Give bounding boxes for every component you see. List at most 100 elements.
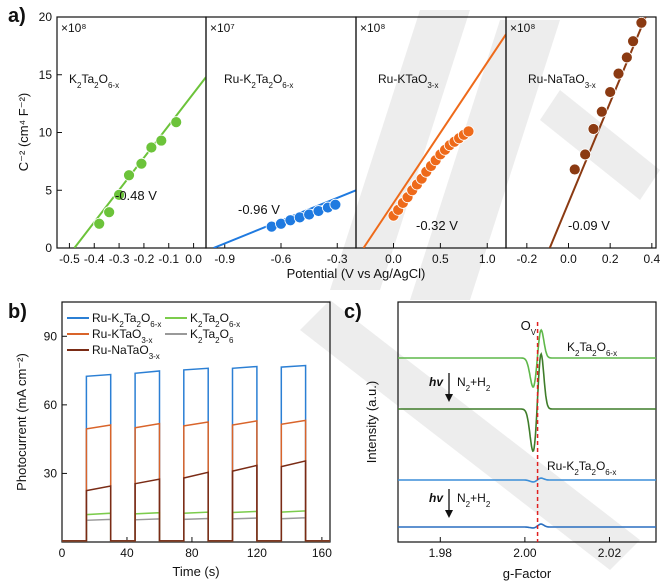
subscript: 2 [198,320,203,329]
label-part: N [457,375,466,389]
subscript: 2 [94,81,99,90]
plot-area [398,328,656,529]
x-tick-label: 2.00 [513,546,537,560]
subscript: 2 [136,320,141,329]
treatment-ru-k2ta2o6: hv N2+H2 [429,489,491,518]
label-part: O [220,311,229,325]
series-line [62,510,330,542]
legend-label: Ru-K2Ta2O6-x [92,311,161,329]
y-axis-label: Photocurrent (mA cm⁻²) [14,353,29,491]
series-line [62,419,330,542]
treatment-k2ta2o6: hv N2+H2 [429,373,491,402]
data-point [462,125,475,138]
x-tick-label: -0.5 [59,252,80,266]
data-point [620,51,633,64]
x-tick-label: 0.2 [602,252,619,266]
panel-label-a: a) [8,5,26,27]
label-part: Ru-NaTaO [92,343,149,357]
x-tick-label: 1.98 [429,546,453,560]
data-point [627,35,639,48]
x-tick-label: 0.0 [185,252,202,266]
subscript: 2 [119,320,124,329]
subplot-plot-area [213,189,356,248]
y-tick-label: 60 [44,398,58,412]
label-part: O [99,72,108,86]
arrow-head [445,394,453,402]
label-part: Ru-KTaO [378,72,427,86]
treatment-label: N2+H2 [457,375,491,393]
subscript: 3-x [585,81,596,90]
label-part: O [596,459,605,473]
data-point [587,123,600,135]
subscript: 3-x [141,336,152,345]
label-part: N [457,491,466,505]
label-part: Ta [256,72,269,86]
label-part: +H [470,491,486,505]
flatband-label: -0.32 V [416,218,458,233]
subscript: 2 [77,81,82,90]
x-axis-label: Potential (V vs Ag/AgCl) [287,266,426,281]
y-tick-label: 0 [45,241,52,255]
data-point [329,198,342,211]
legend-label: K2Ta2O6 [190,327,234,345]
y-tick-label: 5 [45,183,52,197]
x-tick-label: 0 [59,546,66,560]
subscript: 6-x [108,81,119,90]
x-axis-label: Time (s) [172,564,219,579]
subplot-plot-area [73,76,206,248]
x-tick-label: -0.9 [214,252,235,266]
subplot-1: -0.5 -0.4 -0.3 -0.2 -0.1 0.0×10⁸K2Ta2O6-x-0.4… [56,16,207,266]
plot-frame [61,301,331,543]
data-point [145,141,158,154]
data-point [635,17,648,29]
data-point [103,206,116,219]
label-part: Ru-K [92,311,119,325]
subscript: 2 [268,81,273,90]
subscript: 2 [251,81,256,90]
flatband-label: -0.96 V [238,202,280,217]
subscript: 2 [486,500,491,509]
data-point [612,67,625,80]
sample-label-ru-k2ta2o6: Ru-K2Ta2O6-x [547,459,616,477]
hv-label: hv [429,491,444,505]
sample-label-k2ta2o6: K2Ta2O6-x [567,340,617,358]
y-tick-label: 15 [39,68,53,82]
panel-label-c: c) [344,301,362,323]
subplot-plot-area [362,33,506,248]
epr-curve [398,477,656,483]
label-part: Ru-KTaO [92,327,141,341]
series-line [62,517,330,542]
subscript: V [531,328,537,337]
arrow-head [445,510,453,518]
subscript: 6-x [606,349,617,358]
subscript: 2 [574,468,579,477]
x-tick-label: 0.0 [560,252,577,266]
label-part: K [567,340,575,354]
plot-frame [397,301,657,543]
x-tick-label: 1.0 [479,252,496,266]
x-tick-label: -0.2 [134,252,155,266]
treatment-label: N2+H2 [457,491,491,509]
legend: Ru-K2Ta2O6-x K2Ta2O6-xRu-KTaO3-x K2Ta2O6Ru… [67,311,240,361]
subscript: 2 [592,349,597,358]
subplot-frame [205,16,357,249]
series-line [62,364,330,542]
x-tick-label: 0.0 [385,252,402,266]
y-tick-label: 20 [39,10,53,24]
label-part: K [190,327,198,341]
data-point [93,217,106,230]
flatband-label: -0.48 V [115,188,157,203]
subplot-4: -0.2 0.0 0.2 0.4 ×10⁸ Ru-NaTaO3-x -0.09 V [505,16,660,266]
y-axis-label: C⁻² (cm⁴ F⁻²) [16,93,31,172]
epr-curve [398,523,656,529]
x-tick-label: -0.1 [158,252,179,266]
panel-b: 0 40 80 120 160 30 60 90 Time (s) Photocurrent (m… [14,301,332,579]
ov-label: OV [521,318,537,337]
epr-curve [398,352,656,453]
y-tick-label: 30 [44,466,58,480]
sample-label: Ru-K2Ta2O6-x [224,72,293,90]
y-tick-label: 90 [44,329,58,343]
